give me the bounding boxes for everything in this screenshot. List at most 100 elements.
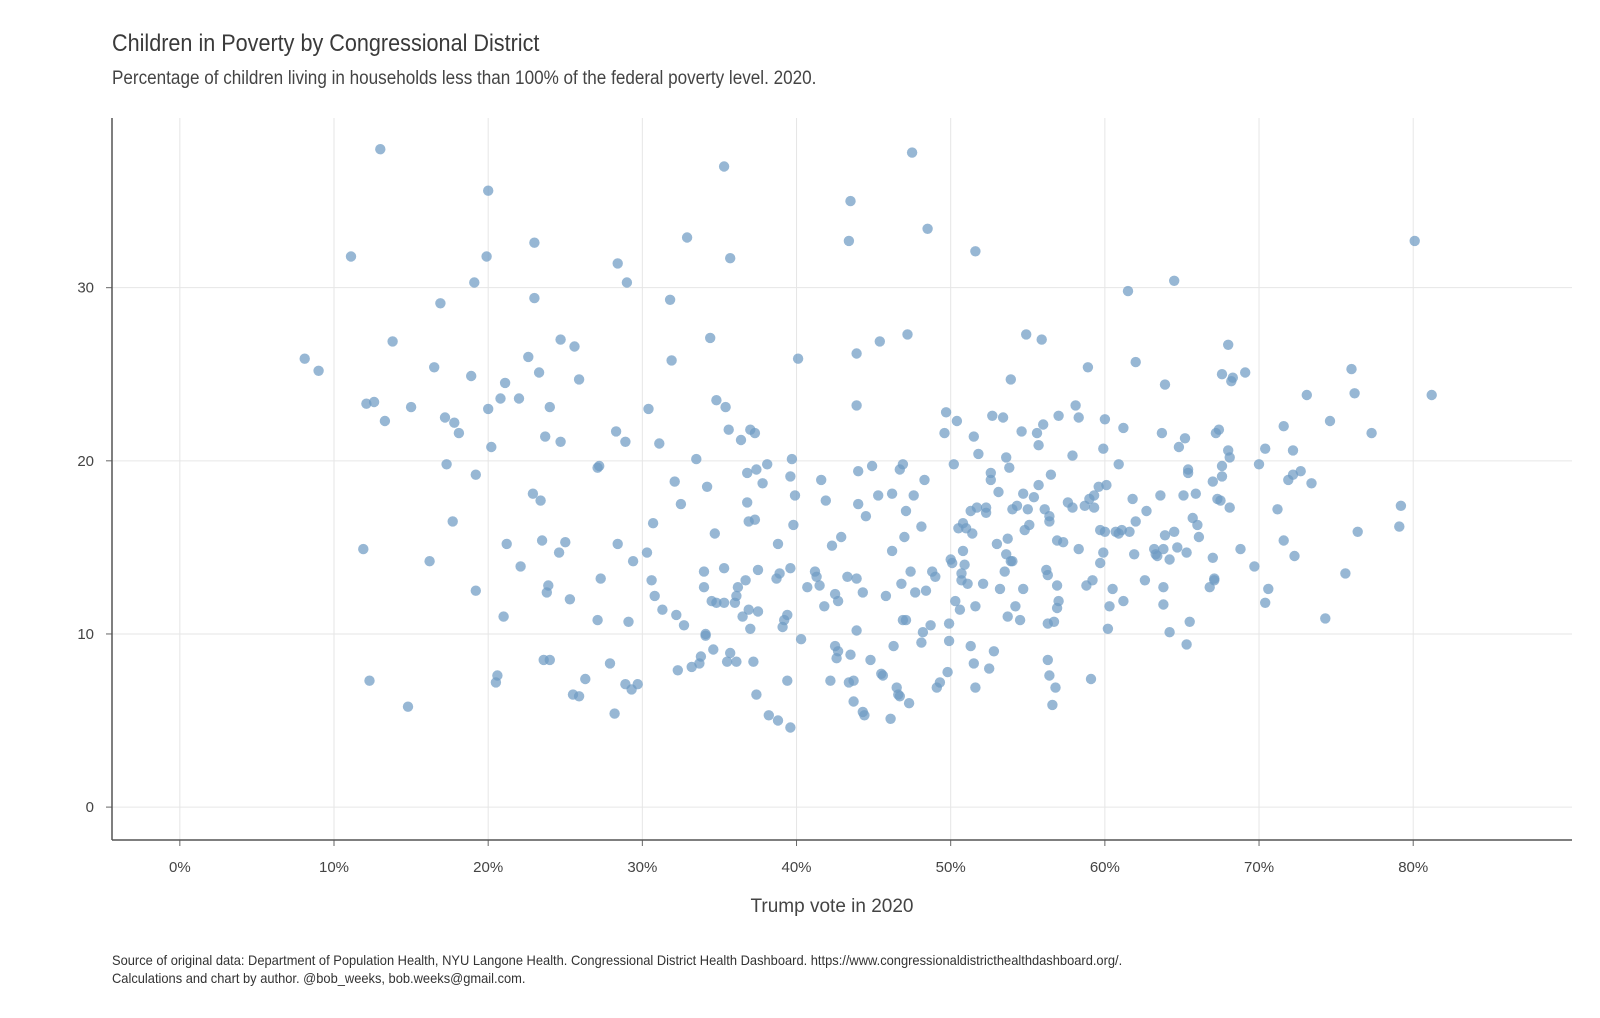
data-point xyxy=(811,571,822,582)
data-point xyxy=(1426,389,1437,401)
data-point xyxy=(718,597,730,608)
data-point xyxy=(731,656,742,667)
data-point xyxy=(1095,557,1106,569)
data-point xyxy=(1156,427,1168,439)
data-point xyxy=(1024,519,1035,531)
data-point xyxy=(745,623,756,634)
data-point xyxy=(1028,492,1040,503)
data-point xyxy=(492,670,503,681)
data-point xyxy=(681,232,693,243)
grid-lines xyxy=(112,118,1572,840)
data-point xyxy=(853,498,864,510)
x-tick-label: 30% xyxy=(627,859,657,876)
credit-caption: Calculations and chart by author. @bob_w… xyxy=(112,970,526,986)
data-point xyxy=(495,393,506,404)
x-tick-label: 80% xyxy=(1398,859,1428,876)
data-point xyxy=(1047,699,1058,711)
data-point xyxy=(942,666,953,678)
data-point xyxy=(701,481,713,492)
data-point xyxy=(529,237,540,248)
data-point xyxy=(1216,369,1228,380)
data-point xyxy=(1045,469,1057,480)
data-point xyxy=(925,620,936,631)
data-point xyxy=(441,459,452,470)
data-point xyxy=(900,505,912,517)
data-point xyxy=(987,410,998,421)
data-point xyxy=(939,427,950,439)
data-point xyxy=(894,691,905,702)
data-point xyxy=(691,453,702,465)
data-point xyxy=(439,412,451,423)
data-point xyxy=(943,635,955,647)
data-points xyxy=(299,144,1437,733)
data-point xyxy=(1164,554,1175,565)
data-point xyxy=(540,431,551,442)
x-tick-label: 50% xyxy=(936,859,966,876)
data-point xyxy=(1053,595,1064,607)
data-point xyxy=(731,590,742,602)
data-point xyxy=(853,466,864,477)
data-point xyxy=(993,486,1004,498)
data-point xyxy=(999,566,1010,577)
data-point xyxy=(725,647,736,659)
data-point xyxy=(553,547,565,558)
data-point xyxy=(1139,575,1151,586)
data-point xyxy=(848,696,859,707)
data-point xyxy=(1002,611,1013,622)
x-tick-label: 10% xyxy=(319,859,349,876)
data-point xyxy=(405,401,417,413)
data-point xyxy=(1181,639,1192,650)
data-point xyxy=(772,538,784,550)
data-point xyxy=(592,614,603,626)
data-point xyxy=(886,545,898,557)
data-point xyxy=(1005,374,1016,385)
data-point xyxy=(313,365,324,376)
tick-labels: 0% 10% 20% 30% 40% 50% 60% 70% 80% 0 10 20 30 xyxy=(77,280,1428,876)
data-point xyxy=(620,436,631,447)
data-point xyxy=(718,161,730,172)
data-point xyxy=(1158,599,1169,610)
data-point xyxy=(595,573,606,584)
y-tick-label: 10 xyxy=(77,626,94,643)
data-point xyxy=(1260,443,1271,454)
data-point xyxy=(1098,443,1109,454)
data-point xyxy=(513,393,525,404)
data-point xyxy=(1263,583,1274,595)
data-point xyxy=(947,557,958,569)
data-point xyxy=(973,448,984,460)
data-point xyxy=(1349,388,1360,399)
data-point xyxy=(1152,550,1163,562)
data-point xyxy=(678,620,690,631)
data-point xyxy=(896,578,907,589)
data-point xyxy=(627,556,639,567)
data-point xyxy=(483,185,494,196)
data-point xyxy=(1104,601,1115,612)
data-point xyxy=(1113,459,1124,470)
data-point xyxy=(1159,379,1171,390)
data-point xyxy=(1118,595,1129,607)
data-point xyxy=(786,453,798,465)
data-point xyxy=(1020,329,1032,340)
data-point xyxy=(569,341,580,352)
data-point xyxy=(1340,568,1351,579)
data-point xyxy=(1141,505,1152,517)
data-point xyxy=(1209,575,1220,586)
data-point xyxy=(555,334,566,345)
data-point xyxy=(988,646,1000,657)
data-point xyxy=(623,616,634,627)
data-point xyxy=(1088,502,1100,513)
data-point xyxy=(968,658,979,669)
data-point xyxy=(1172,542,1183,553)
y-tick-label: 30 xyxy=(77,280,94,297)
data-point xyxy=(1038,419,1049,430)
data-point xyxy=(785,722,796,733)
data-point xyxy=(832,646,844,657)
axes xyxy=(106,118,1572,846)
x-tick-label: 70% xyxy=(1244,859,1274,876)
data-point xyxy=(991,538,1003,550)
data-point xyxy=(515,561,526,572)
data-point xyxy=(1164,627,1175,638)
data-point xyxy=(865,654,876,666)
data-point xyxy=(906,147,918,158)
data-point xyxy=(672,665,683,676)
